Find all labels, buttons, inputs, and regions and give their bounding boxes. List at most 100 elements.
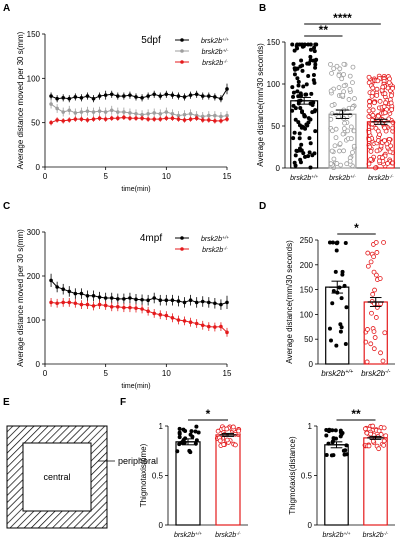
x-tick-label: 0 (43, 369, 48, 378)
data-point-het (152, 111, 156, 115)
y-tick-label: 50 (271, 122, 280, 131)
y-axis-title: Average distance moved per 30 s(mm) (16, 229, 25, 367)
data-point-mut (140, 116, 144, 121)
data-point-wt (303, 154, 308, 159)
data-point-mut (376, 428, 382, 434)
data-point-het (73, 111, 78, 115)
data-point-mut (383, 433, 389, 439)
series-line-het (50, 103, 228, 117)
significance-stars: ** (351, 407, 361, 421)
data-point-mut (382, 91, 388, 97)
data-point-wt (164, 298, 169, 303)
data-point-het (225, 113, 229, 118)
data-point-het (158, 112, 163, 116)
data-point-wt (331, 288, 336, 293)
bar-mut (215, 434, 241, 526)
data-point-het (344, 161, 350, 167)
data-point-het (116, 110, 120, 114)
data-point-wt (312, 45, 317, 50)
y-tick-label: 100 (267, 80, 281, 89)
data-point-wt (200, 94, 205, 98)
data-point-het (341, 83, 347, 89)
y-tick-label: 100 (27, 316, 41, 325)
chart-title: 4mpf (140, 233, 162, 244)
data-point-wt (182, 95, 187, 99)
data-point-mut (164, 313, 169, 318)
data-point-mut (388, 100, 394, 106)
data-point-het (348, 124, 354, 130)
y-tick-label: 0.5 (152, 472, 164, 481)
data-point-wt (328, 338, 333, 343)
data-point-mut (152, 117, 156, 121)
x-tick-label: brsk2b+/- (329, 174, 356, 183)
data-point-mut (230, 424, 236, 430)
data-point-wt (292, 72, 297, 77)
data-point-het (328, 61, 333, 67)
data-point-mut (373, 272, 379, 278)
y-axis-title: Thigmotaxis(time) (139, 443, 148, 507)
data-point-het (122, 110, 126, 114)
data-point-wt (327, 240, 332, 245)
data-point-wt (225, 300, 229, 305)
data-point-mut (383, 100, 388, 106)
data-point-wt (339, 296, 344, 301)
data-point-het (340, 92, 346, 98)
data-point-wt (55, 285, 59, 289)
y-axis-title: Average distance(mm/30 seconds) (256, 43, 265, 167)
data-point-mut (378, 350, 383, 356)
data-point-wt (140, 96, 144, 100)
data-point-wt (194, 424, 199, 429)
data-point-wt (312, 80, 317, 85)
legend-marker-wt (180, 236, 184, 240)
data-point-wt (103, 93, 108, 97)
data-point-mut (103, 117, 108, 121)
data-point-mut (382, 110, 388, 116)
data-point-mut (219, 324, 223, 329)
y-tick-label: 150 (267, 38, 281, 47)
data-point-het (329, 70, 334, 76)
data-point-wt (188, 298, 193, 303)
data-point-wt (331, 436, 336, 441)
data-point-mut (91, 117, 96, 121)
data-point-het (329, 102, 335, 108)
y-tick-label: 200 (300, 261, 314, 270)
data-point-wt (312, 49, 317, 54)
y-tick-label: 150 (300, 286, 314, 295)
data-point-wt (297, 131, 302, 136)
data-point-mut (207, 118, 211, 122)
data-point-wt (338, 430, 343, 435)
data-point-wt (61, 96, 65, 100)
data-point-het (146, 112, 150, 116)
data-point-wt (164, 92, 169, 97)
legend-label-mut: brsk2b-/- (202, 246, 228, 255)
bar-wt (175, 441, 201, 526)
data-point-wt (334, 248, 339, 253)
data-point-het (339, 76, 345, 82)
data-point-mut (152, 311, 156, 316)
data-point-wt (290, 85, 295, 90)
data-point-mut (200, 323, 205, 328)
data-point-mut (381, 425, 387, 431)
data-point-wt (330, 301, 335, 306)
data-point-mut (116, 305, 120, 309)
data-point-wt (305, 123, 310, 128)
data-point-wt (341, 448, 346, 453)
data-point-wt (297, 123, 302, 128)
y-axis-title: Average distance moved per 30 s(mm) (16, 31, 25, 169)
legend-marker-wt (180, 38, 184, 42)
data-point-mut (128, 116, 132, 121)
data-point-wt (290, 42, 295, 47)
data-point-wt (128, 93, 132, 97)
data-point-wt (291, 103, 296, 108)
data-point-mut (85, 118, 90, 122)
series-line-mut (50, 301, 228, 333)
data-point-wt (344, 305, 349, 310)
data-point-wt (298, 160, 303, 165)
data-point-wt (49, 278, 53, 283)
data-point-het (109, 108, 114, 113)
y-tick-label: 0 (308, 521, 313, 530)
x-tick-label: 10 (162, 369, 171, 378)
data-point-wt (333, 269, 338, 274)
data-point-wt (152, 92, 156, 97)
